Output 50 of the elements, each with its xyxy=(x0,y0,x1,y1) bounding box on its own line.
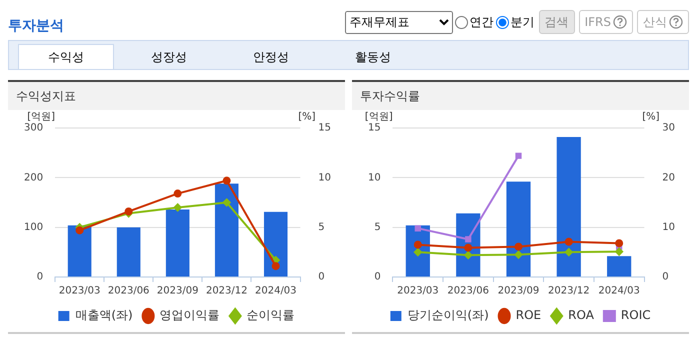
chart-title: 수익성지표 xyxy=(8,82,345,110)
y-axis-title: [억원] xyxy=(27,112,56,123)
x-tick-label: 2023/03 xyxy=(397,286,439,297)
x-tick-label: 2023/12 xyxy=(206,286,248,297)
y2-tick-label: 15 xyxy=(318,122,332,134)
x-tick-label: 2023/09 xyxy=(498,286,540,297)
chart-title: 투자수익률 xyxy=(352,82,689,110)
y-tick-label: 300 xyxy=(24,122,44,134)
y-tick-label: 0 xyxy=(374,272,381,283)
text: 성장성 xyxy=(150,49,188,66)
y2-tick-label: 10 xyxy=(318,172,332,184)
text: IFRS xyxy=(578,10,633,34)
y-tick-label: 10 xyxy=(368,172,381,184)
y2-axis-title: [%] xyxy=(298,112,316,123)
y2-tick-label: 30 xyxy=(662,122,676,134)
legend-label: ROE xyxy=(516,308,542,322)
legend-label: 매출액(좌) xyxy=(75,308,133,322)
legend-label: 당기순이익(좌) xyxy=(407,308,489,322)
y2-tick-label: 0 xyxy=(318,272,325,283)
text: 분기 xyxy=(510,14,535,30)
legend-label: ROA xyxy=(568,308,595,322)
text: 투자분석 xyxy=(8,17,65,35)
x-tick-label: 2023/06 xyxy=(108,286,150,297)
y-tick-label: 200 xyxy=(24,172,44,184)
x-tick-label: 2024/03 xyxy=(598,286,640,297)
text: 산식 xyxy=(637,10,689,34)
y2-tick-label: 5 xyxy=(318,222,325,233)
y-tick-label: 15 xyxy=(368,122,381,134)
x-tick-label: 2024/03 xyxy=(254,286,297,297)
y-axis-title: [억원] xyxy=(364,112,393,123)
y-tick-label: 100 xyxy=(24,222,44,233)
x-tick-label: 2023/12 xyxy=(548,286,590,297)
text: 연간 xyxy=(468,14,494,30)
legend-label: ROIC xyxy=(620,308,651,322)
x-tick-label: 2023/06 xyxy=(447,286,489,297)
x-tick-label: 2023/03 xyxy=(58,286,100,297)
legend-label: 영업이익률 xyxy=(160,308,220,322)
legend-label: 순이익률 xyxy=(246,308,295,322)
text: 안정성 xyxy=(252,49,290,66)
text: 검색 xyxy=(538,10,575,34)
y-tick-label: 0 xyxy=(36,272,44,283)
text: 수익성 xyxy=(18,44,114,69)
text: 주재무제표 xyxy=(344,10,453,34)
y2-axis-title: [%] xyxy=(642,112,660,123)
y-tick-label: 5 xyxy=(374,222,381,233)
y2-tick-label: 10 xyxy=(662,222,676,233)
y2-tick-label: 0 xyxy=(662,272,669,283)
text: 활동성 xyxy=(354,49,392,66)
y2-tick-label: 20 xyxy=(662,172,676,184)
x-tick-label: 2023/09 xyxy=(156,286,198,297)
